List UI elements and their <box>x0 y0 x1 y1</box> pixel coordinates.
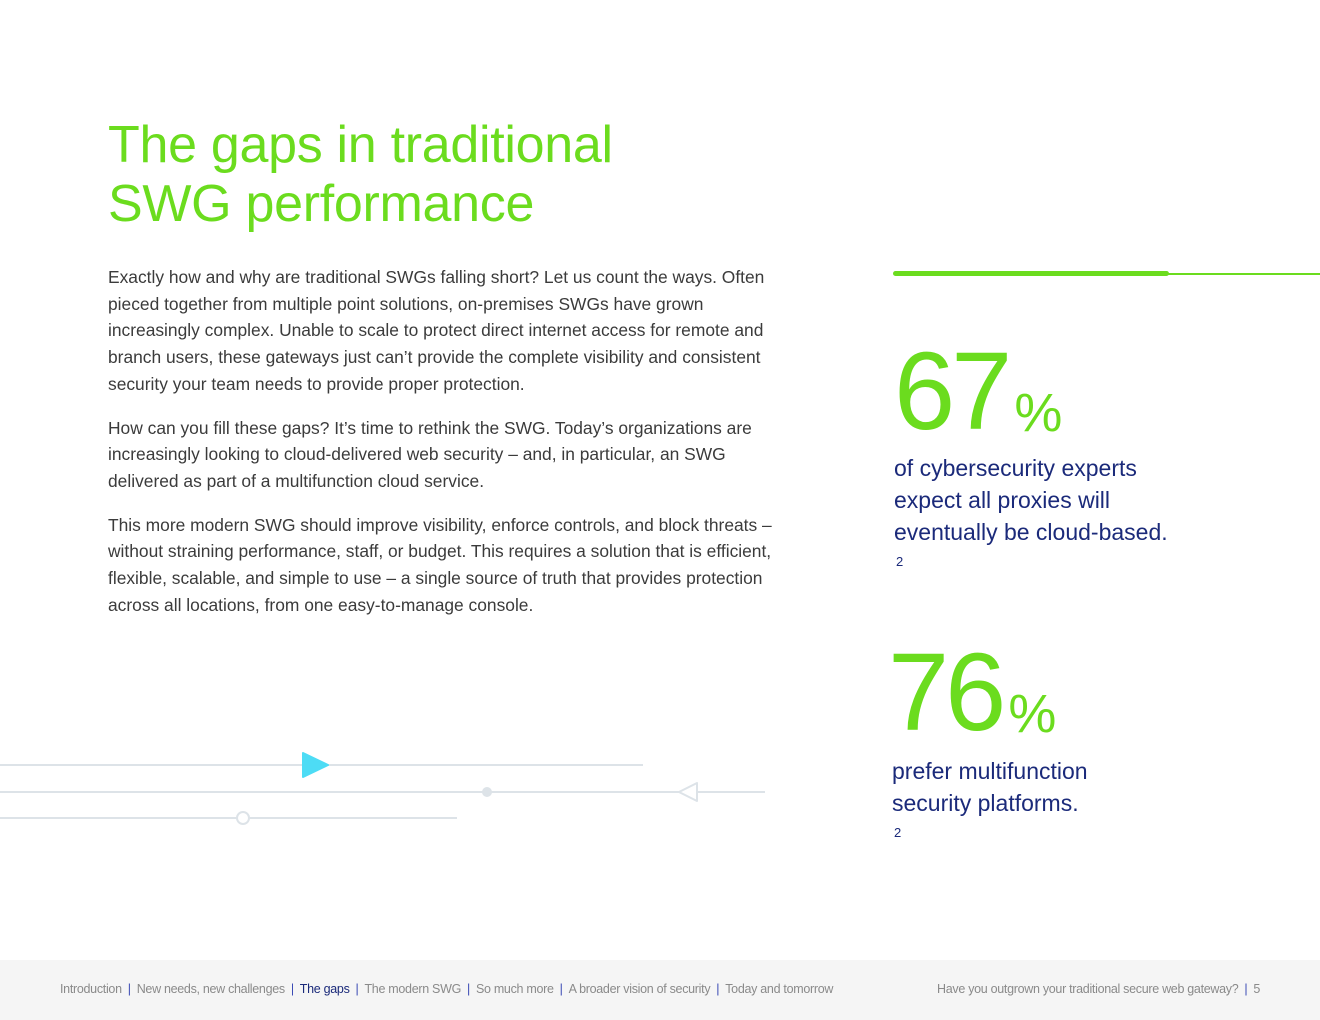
ring-icon <box>236 811 250 825</box>
footer-nav: Introduction | New needs, new challenges | T… <box>60 982 833 996</box>
accent-divider-thin <box>1163 273 1320 275</box>
footer-doc-info: Have you outgrown your traditional secur… <box>937 982 1260 996</box>
stat-description-line: of cybersecurity experts <box>894 455 1137 481</box>
stat-description: prefer multifunction security platforms.… <box>892 755 1088 851</box>
paragraph-1: Exactly how and why are traditional SWGs… <box>108 267 765 394</box>
stat-description-line: prefer multifunction <box>892 758 1088 784</box>
footer-doc-title: Have you outgrown your traditional secur… <box>937 982 1239 996</box>
nav-separator: | <box>127 982 131 996</box>
stat-description-line: security platforms. 2 <box>892 787 1088 851</box>
footer-nav-today-tomorrow[interactable]: Today and tomorrow <box>725 982 834 996</box>
footer-nav-the-gaps[interactable]: The gaps <box>299 982 350 996</box>
play-arrow-icon <box>302 752 329 778</box>
nav-separator: | <box>355 982 359 996</box>
footnote-marker: 2 <box>896 554 904 569</box>
stat-description-line: expect all proxies will <box>894 487 1111 513</box>
stat-description: of cybersecurity experts expect all prox… <box>894 452 1168 580</box>
footer-nav-so-much-more[interactable]: So much more <box>475 982 554 996</box>
decorative-lines-graphic <box>0 752 765 825</box>
paragraph-2: How can you fill these gaps? It’s time t… <box>108 417 752 491</box>
stat-number-row: 76 % <box>888 631 1088 754</box>
accent-divider-thick <box>893 271 1169 276</box>
stat-unit: % <box>1008 684 1057 744</box>
footer-nav-modern-swg[interactable]: The modern SWG <box>364 982 461 996</box>
stat-unit: % <box>1014 383 1063 443</box>
nav-separator: | <box>559 982 563 996</box>
stat-description-line: eventually be cloud-based. 2 <box>894 516 1168 580</box>
paragraph-3: This more modern SWG should improve visi… <box>108 514 772 615</box>
body-text: Exactly how and why are traditional SWGs… <box>108 264 788 635</box>
title-line-2: SWG performance <box>108 175 535 233</box>
accent-divider <box>893 271 1320 276</box>
footer: Introduction | New needs, new challenges | T… <box>0 960 1320 1020</box>
stat-value: 67 <box>894 330 1012 453</box>
stat-description-text: eventually be cloud-based. <box>894 519 1168 545</box>
nav-separator: | <box>1244 982 1248 996</box>
page-number: 5 <box>1253 982 1260 996</box>
footer-nav-introduction[interactable]: Introduction <box>60 982 122 996</box>
nav-separator: | <box>467 982 470 996</box>
stat-description-text: security platforms. <box>892 790 1079 816</box>
stat-number-row: 67 % <box>894 330 1168 453</box>
back-arrow-icon <box>678 782 698 802</box>
stat-value: 76 <box>888 631 1006 754</box>
footer-nav-broader-vision[interactable]: A broader vision of security <box>568 982 711 996</box>
nav-separator: | <box>716 982 720 996</box>
title-line-1: The gaps in traditional <box>108 116 613 174</box>
page-title: The gaps in traditional SWG performance <box>108 116 613 234</box>
footnote-marker: 2 <box>894 825 902 840</box>
footer-nav-new-needs[interactable]: New needs, new challenges <box>136 982 285 996</box>
nav-separator: | <box>290 982 294 996</box>
stat-cloud-proxies: 67 % of cybersecurity experts expect all… <box>894 330 1168 580</box>
stat-multifunction: 76 % prefer multifunction security platf… <box>888 631 1088 851</box>
dot-icon <box>482 787 492 797</box>
